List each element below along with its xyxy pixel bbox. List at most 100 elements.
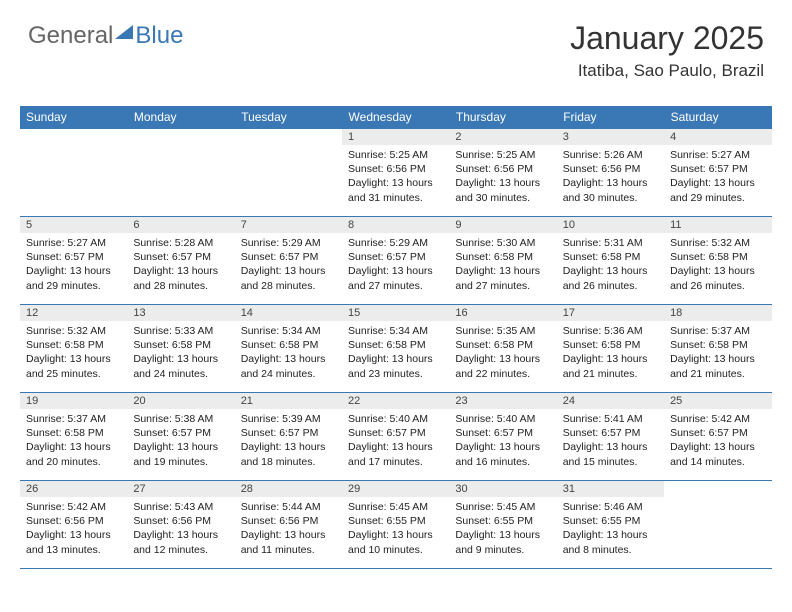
day-details: Sunrise: 5:36 AMSunset: 6:58 PMDaylight:… <box>557 321 664 383</box>
day-details: Sunrise: 5:28 AMSunset: 6:57 PMDaylight:… <box>127 233 234 295</box>
calendar-cell: 8Sunrise: 5:29 AMSunset: 6:57 PMDaylight… <box>342 217 449 305</box>
day-details: Sunrise: 5:32 AMSunset: 6:58 PMDaylight:… <box>20 321 127 383</box>
calendar-week-row: 12Sunrise: 5:32 AMSunset: 6:58 PMDayligh… <box>20 305 772 393</box>
header: January 2025 Itatiba, Sao Paulo, Brazil <box>570 20 764 81</box>
calendar-cell: 21Sunrise: 5:39 AMSunset: 6:57 PMDayligh… <box>235 393 342 481</box>
calendar-cell-empty: . <box>235 129 342 217</box>
day-details: Sunrise: 5:32 AMSunset: 6:58 PMDaylight:… <box>664 233 771 295</box>
day-number: 23 <box>449 393 556 409</box>
day-details: Sunrise: 5:40 AMSunset: 6:57 PMDaylight:… <box>449 409 556 471</box>
calendar-cell: 10Sunrise: 5:31 AMSunset: 6:58 PMDayligh… <box>557 217 664 305</box>
day-number: 13 <box>127 305 234 321</box>
calendar-cell: 26Sunrise: 5:42 AMSunset: 6:56 PMDayligh… <box>20 481 127 569</box>
day-details: Sunrise: 5:29 AMSunset: 6:57 PMDaylight:… <box>342 233 449 295</box>
weekday-monday: Monday <box>127 106 234 129</box>
calendar-week-row: 26Sunrise: 5:42 AMSunset: 6:56 PMDayligh… <box>20 481 772 569</box>
day-number: 26 <box>20 481 127 497</box>
day-details: Sunrise: 5:29 AMSunset: 6:57 PMDaylight:… <box>235 233 342 295</box>
weekday-friday: Friday <box>557 106 664 129</box>
calendar-cell: 23Sunrise: 5:40 AMSunset: 6:57 PMDayligh… <box>449 393 556 481</box>
day-number: 16 <box>449 305 556 321</box>
calendar-cell: 13Sunrise: 5:33 AMSunset: 6:58 PMDayligh… <box>127 305 234 393</box>
logo-sail-icon <box>115 25 133 39</box>
day-details: Sunrise: 5:34 AMSunset: 6:58 PMDaylight:… <box>235 321 342 383</box>
day-details: Sunrise: 5:38 AMSunset: 6:57 PMDaylight:… <box>127 409 234 471</box>
day-details: Sunrise: 5:25 AMSunset: 6:56 PMDaylight:… <box>449 145 556 207</box>
day-number: 1 <box>342 129 449 145</box>
day-number: 22 <box>342 393 449 409</box>
day-details: Sunrise: 5:34 AMSunset: 6:58 PMDaylight:… <box>342 321 449 383</box>
weekday-sunday: Sunday <box>20 106 127 129</box>
calendar-cell: 20Sunrise: 5:38 AMSunset: 6:57 PMDayligh… <box>127 393 234 481</box>
day-details: Sunrise: 5:37 AMSunset: 6:58 PMDaylight:… <box>664 321 771 383</box>
calendar-week-row: 5Sunrise: 5:27 AMSunset: 6:57 PMDaylight… <box>20 217 772 305</box>
day-details: Sunrise: 5:46 AMSunset: 6:55 PMDaylight:… <box>557 497 664 559</box>
logo: General Blue <box>28 22 183 50</box>
day-number: 21 <box>235 393 342 409</box>
calendar-week-row: 19Sunrise: 5:37 AMSunset: 6:58 PMDayligh… <box>20 393 772 481</box>
weekday-saturday: Saturday <box>664 106 771 129</box>
day-number: 14 <box>235 305 342 321</box>
day-details: Sunrise: 5:27 AMSunset: 6:57 PMDaylight:… <box>664 145 771 207</box>
location-subtitle: Itatiba, Sao Paulo, Brazil <box>570 61 764 81</box>
day-number: 5 <box>20 217 127 233</box>
day-details: Sunrise: 5:39 AMSunset: 6:57 PMDaylight:… <box>235 409 342 471</box>
calendar-cell: 15Sunrise: 5:34 AMSunset: 6:58 PMDayligh… <box>342 305 449 393</box>
day-number: 11 <box>664 217 771 233</box>
day-number: 8 <box>342 217 449 233</box>
day-details: Sunrise: 5:42 AMSunset: 6:57 PMDaylight:… <box>664 409 771 471</box>
day-details: Sunrise: 5:40 AMSunset: 6:57 PMDaylight:… <box>342 409 449 471</box>
calendar-cell: 1Sunrise: 5:25 AMSunset: 6:56 PMDaylight… <box>342 129 449 217</box>
calendar-cell-empty: . <box>127 129 234 217</box>
day-number: 24 <box>557 393 664 409</box>
day-details: Sunrise: 5:31 AMSunset: 6:58 PMDaylight:… <box>557 233 664 295</box>
calendar-cell: 30Sunrise: 5:45 AMSunset: 6:55 PMDayligh… <box>449 481 556 569</box>
day-number: 3 <box>557 129 664 145</box>
calendar-cell: 12Sunrise: 5:32 AMSunset: 6:58 PMDayligh… <box>20 305 127 393</box>
calendar-cell: 19Sunrise: 5:37 AMSunset: 6:58 PMDayligh… <box>20 393 127 481</box>
day-details: Sunrise: 5:37 AMSunset: 6:58 PMDaylight:… <box>20 409 127 471</box>
calendar-cell: 31Sunrise: 5:46 AMSunset: 6:55 PMDayligh… <box>557 481 664 569</box>
calendar-cell-empty: . <box>664 481 771 569</box>
calendar-cell: 2Sunrise: 5:25 AMSunset: 6:56 PMDaylight… <box>449 129 556 217</box>
calendar-table: SundayMondayTuesdayWednesdayThursdayFrid… <box>20 106 772 569</box>
calendar-cell: 3Sunrise: 5:26 AMSunset: 6:56 PMDaylight… <box>557 129 664 217</box>
day-number: 15 <box>342 305 449 321</box>
day-number: 20 <box>127 393 234 409</box>
day-number: 4 <box>664 129 771 145</box>
calendar-cell: 28Sunrise: 5:44 AMSunset: 6:56 PMDayligh… <box>235 481 342 569</box>
calendar-cell: 25Sunrise: 5:42 AMSunset: 6:57 PMDayligh… <box>664 393 771 481</box>
day-details: Sunrise: 5:33 AMSunset: 6:58 PMDaylight:… <box>127 321 234 383</box>
month-year-title: January 2025 <box>570 20 764 57</box>
calendar-cell: 24Sunrise: 5:41 AMSunset: 6:57 PMDayligh… <box>557 393 664 481</box>
day-number: 29 <box>342 481 449 497</box>
calendar-cell: 6Sunrise: 5:28 AMSunset: 6:57 PMDaylight… <box>127 217 234 305</box>
day-details: Sunrise: 5:41 AMSunset: 6:57 PMDaylight:… <box>557 409 664 471</box>
calendar-cell: 22Sunrise: 5:40 AMSunset: 6:57 PMDayligh… <box>342 393 449 481</box>
day-number: 30 <box>449 481 556 497</box>
day-number: 12 <box>20 305 127 321</box>
calendar-cell: 14Sunrise: 5:34 AMSunset: 6:58 PMDayligh… <box>235 305 342 393</box>
calendar-week-row: . . . 1Sunrise: 5:25 AMSunset: 6:56 PMDa… <box>20 129 772 217</box>
calendar-cell: 9Sunrise: 5:30 AMSunset: 6:58 PMDaylight… <box>449 217 556 305</box>
calendar-cell: 17Sunrise: 5:36 AMSunset: 6:58 PMDayligh… <box>557 305 664 393</box>
day-details: Sunrise: 5:44 AMSunset: 6:56 PMDaylight:… <box>235 497 342 559</box>
day-number: 18 <box>664 305 771 321</box>
day-details: Sunrise: 5:35 AMSunset: 6:58 PMDaylight:… <box>449 321 556 383</box>
weekday-thursday: Thursday <box>449 106 556 129</box>
day-number: 31 <box>557 481 664 497</box>
day-details: Sunrise: 5:43 AMSunset: 6:56 PMDaylight:… <box>127 497 234 559</box>
calendar-cell: 29Sunrise: 5:45 AMSunset: 6:55 PMDayligh… <box>342 481 449 569</box>
day-details: Sunrise: 5:30 AMSunset: 6:58 PMDaylight:… <box>449 233 556 295</box>
calendar-cell: 27Sunrise: 5:43 AMSunset: 6:56 PMDayligh… <box>127 481 234 569</box>
day-details: Sunrise: 5:45 AMSunset: 6:55 PMDaylight:… <box>449 497 556 559</box>
logo-text-general: General <box>28 22 113 50</box>
weekday-header-row: SundayMondayTuesdayWednesdayThursdayFrid… <box>20 106 772 129</box>
calendar-cell: 5Sunrise: 5:27 AMSunset: 6:57 PMDaylight… <box>20 217 127 305</box>
calendar-cell: 11Sunrise: 5:32 AMSunset: 6:58 PMDayligh… <box>664 217 771 305</box>
day-details: Sunrise: 5:27 AMSunset: 6:57 PMDaylight:… <box>20 233 127 295</box>
calendar-cell: 7Sunrise: 5:29 AMSunset: 6:57 PMDaylight… <box>235 217 342 305</box>
calendar-cell-empty: . <box>20 129 127 217</box>
day-number: 9 <box>449 217 556 233</box>
day-number: 27 <box>127 481 234 497</box>
